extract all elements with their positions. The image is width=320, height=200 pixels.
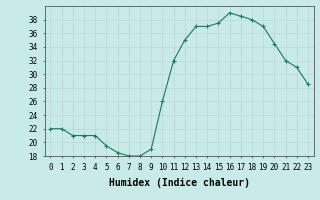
X-axis label: Humidex (Indice chaleur): Humidex (Indice chaleur) xyxy=(109,178,250,188)
